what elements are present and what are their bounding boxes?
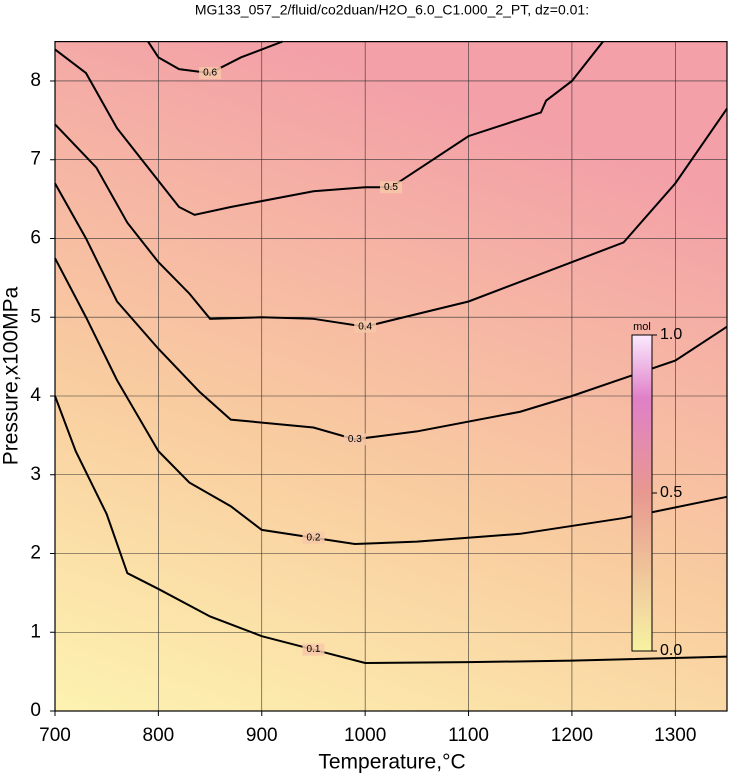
x-tick-label: 900 [246,725,278,746]
y-tick-label: 8 [30,70,41,91]
x-tick-label: 1300 [654,725,696,746]
contour-label: 0.3 [348,434,362,445]
contour-label-bg [380,181,402,194]
y-tick-label: 2 [30,543,41,564]
contour-line [54,182,728,441]
colorbar-label: mol [633,321,651,333]
contour-label: 0.2 [307,532,321,543]
plot-frame [54,40,728,712]
contour-label-bg [199,67,222,80]
y-tick-label: 0 [30,700,41,721]
y-tick-label: 4 [30,385,41,406]
y-axis-label: Pressure,x100MPa [0,286,23,465]
contour-label: 0.6 [203,68,217,79]
contour-label: 0.4 [358,321,372,332]
y-tick-label: 1 [30,621,41,642]
x-tick-label: 1000 [344,725,386,746]
contour-label-bg [302,531,325,544]
x-axis-label: Temperature,°C [318,751,465,774]
contour-line [54,107,728,328]
contour-label-bg [354,320,377,333]
contour-line [54,395,728,664]
x-tick-label: 700 [39,725,71,746]
contour-line [54,257,728,546]
contour-line [147,40,283,75]
plot-background [55,41,727,712]
contour-label-bg [302,643,325,656]
colorbar-tick-label: 0.0 [660,642,682,659]
y-tick-label: 6 [30,227,41,248]
x-tick-label: 1200 [551,725,593,746]
contour-label: 0.1 [307,644,321,655]
colorbar-tick-label: 0.5 [660,484,682,501]
y-tick-label: 5 [30,306,41,327]
x-tick-label: 800 [143,725,175,746]
colorbar [631,334,653,652]
contour-label-bg [343,433,366,446]
y-tick-label: 3 [30,464,41,485]
colorbar-tick-label: 1.0 [660,326,682,343]
x-tick-label: 1100 [448,725,489,746]
y-tick-label: 7 [30,149,41,170]
contour-line [54,40,604,216]
chart-title: MG133_057_2/fluid/co2duan/H2O_6.0_C1.000… [195,2,589,18]
contour-label: 0.5 [384,182,398,193]
